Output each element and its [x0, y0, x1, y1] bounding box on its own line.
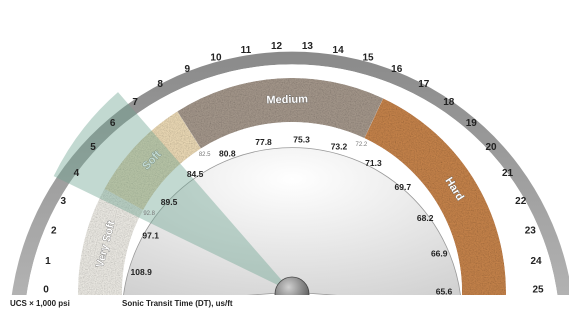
ucs-label: 20 [485, 142, 497, 153]
dt-label: 77.8 [255, 137, 272, 147]
ucs-label: 4 [74, 168, 80, 179]
boundary-label: 72.2 [356, 142, 368, 148]
zone-label: Medium [266, 93, 308, 106]
dt-label: 69.7 [395, 182, 412, 192]
ucs-label: 10 [210, 53, 222, 64]
ucs-label: 2 [51, 225, 57, 236]
ucs-label: 15 [362, 53, 374, 64]
ucs-label: 12 [271, 41, 283, 52]
ucs-label: 23 [525, 225, 537, 236]
dt-label: 75.3 [293, 135, 310, 145]
ucs-label: 11 [241, 45, 252, 56]
dt-label: 66.9 [431, 248, 448, 258]
ucs-label: 5 [90, 142, 96, 153]
dt-label: 97.1 [142, 230, 159, 240]
ucs-label: 9 [184, 64, 190, 75]
dt-label: 84.5 [187, 169, 204, 179]
ucs-label: 19 [466, 118, 478, 129]
ucs-label: 21 [502, 168, 514, 179]
dt-label: 71.3 [365, 158, 382, 168]
boundary-label: 82.5 [199, 152, 211, 158]
gauge-body: Very SoftSoftMediumHard01234567891011121… [10, 41, 569, 310]
dt-label: 80.8 [219, 149, 236, 159]
ucs-label: 6 [110, 118, 116, 129]
ucs-label: 24 [530, 256, 542, 267]
ucs-label: 16 [391, 64, 403, 75]
gauge: Very SoftSoftMediumHard01234567891011121… [0, 0, 569, 310]
ucs-label: 3 [60, 196, 66, 207]
boundary-label: 92.8 [143, 211, 155, 217]
ucs-label: 13 [302, 41, 314, 52]
ucs-axis-label: UCS × 1,000 psi [10, 299, 70, 308]
ucs-label: 14 [333, 45, 345, 56]
ucs-label: 17 [418, 79, 430, 90]
dt-axis-label: Sonic Transit Time (DT), us/ft [122, 299, 233, 308]
dt-label: 108.9 [131, 267, 153, 277]
ucs-label: 1 [45, 256, 51, 267]
ucs-label: 7 [132, 97, 138, 108]
ucs-label: 22 [515, 196, 527, 207]
ucs-label: 0 [43, 285, 49, 296]
knob [275, 277, 309, 310]
dt-label: 65.6 [436, 286, 453, 296]
dt-label: 73.2 [331, 142, 348, 152]
dt-label: 68.2 [417, 213, 434, 223]
ucs-label: 18 [443, 97, 455, 108]
ucs-label: 25 [532, 285, 544, 296]
ucs-label: 8 [157, 79, 163, 90]
dt-label: 89.5 [161, 197, 178, 207]
